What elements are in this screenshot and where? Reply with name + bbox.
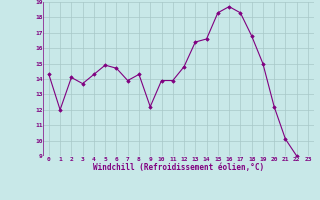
X-axis label: Windchill (Refroidissement éolien,°C): Windchill (Refroidissement éolien,°C) [93, 163, 264, 172]
